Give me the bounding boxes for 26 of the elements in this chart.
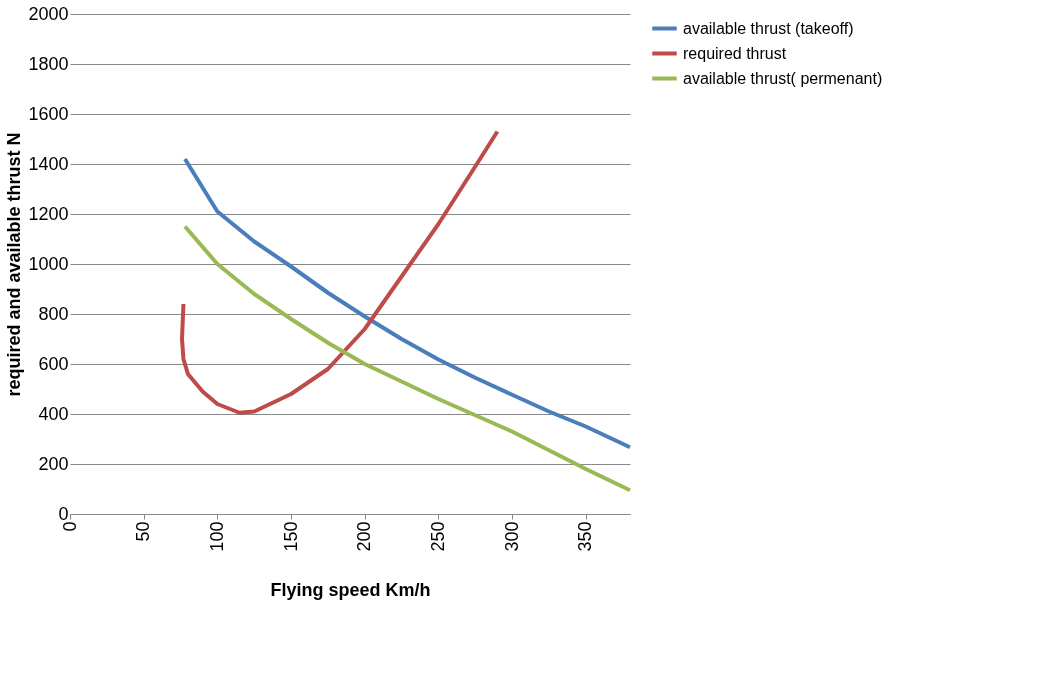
x-tick-label: 300 <box>501 521 522 552</box>
x-tick-label: 0 <box>59 521 80 532</box>
y-tick-label: 200 <box>38 453 69 474</box>
y-tick-label: 1200 <box>28 203 69 224</box>
legend-label: available thrust( permenant) <box>683 69 883 87</box>
x-tick-label: 100 <box>206 521 227 552</box>
line-series <box>182 157 632 450</box>
x-tick-label: 350 <box>575 521 596 552</box>
x-tick-label: 50 <box>133 521 154 542</box>
y-tick-label: 1400 <box>28 153 69 174</box>
y-tick-label: 1800 <box>28 53 69 74</box>
x-axis-title: Flying speed Km/h <box>270 579 431 600</box>
y-tick-label: 400 <box>38 403 69 424</box>
y-tick-label: 2000 <box>28 3 69 24</box>
y-tick-label: 1000 <box>28 253 69 274</box>
line-series <box>180 129 500 415</box>
y-tick-label: 600 <box>38 353 69 374</box>
x-tick-label: 250 <box>427 521 448 552</box>
x-tick-label: 150 <box>280 521 301 552</box>
line-series <box>182 224 632 493</box>
y-axis-title: required and available thrust N <box>4 132 25 397</box>
y-tick-label: 800 <box>38 303 69 324</box>
legend-label: available thrust (takeoff) <box>683 19 854 37</box>
x-tick-label: 200 <box>354 521 375 552</box>
y-tick-label: 1600 <box>28 103 69 124</box>
legend-label: required thrust <box>683 44 787 62</box>
